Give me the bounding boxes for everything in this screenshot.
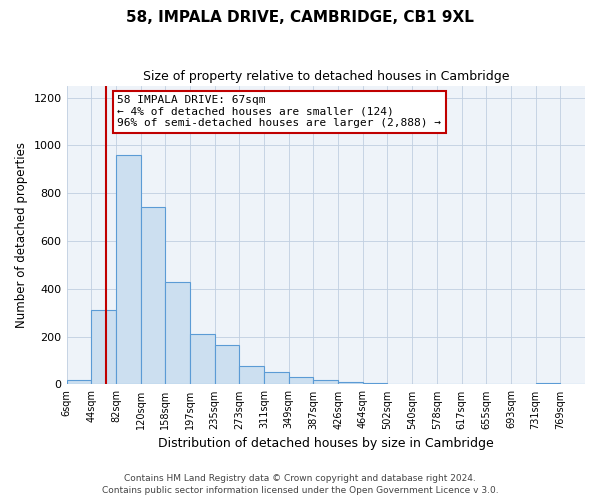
Text: Contains HM Land Registry data © Crown copyright and database right 2024.
Contai: Contains HM Land Registry data © Crown c… [101,474,499,495]
Bar [338,382,363,384]
Bar [165,282,190,385]
Bar [239,366,264,384]
Bar [536,382,560,384]
Y-axis label: Number of detached properties: Number of detached properties [15,142,28,328]
Bar [67,380,91,384]
X-axis label: Distribution of detached houses by size in Cambridge: Distribution of detached houses by size … [158,437,494,450]
Bar [363,382,388,384]
Text: 58, IMPALA DRIVE, CAMBRIDGE, CB1 9XL: 58, IMPALA DRIVE, CAMBRIDGE, CB1 9XL [126,10,474,25]
Bar [190,334,215,384]
Bar [289,377,313,384]
Title: Size of property relative to detached houses in Cambridge: Size of property relative to detached ho… [143,70,509,83]
Bar [264,372,289,384]
Bar [313,380,338,384]
Bar [140,208,165,384]
Bar [116,155,140,384]
Text: 58 IMPALA DRIVE: 67sqm
← 4% of detached houses are smaller (124)
96% of semi-det: 58 IMPALA DRIVE: 67sqm ← 4% of detached … [117,95,441,128]
Bar [215,345,239,385]
Bar [91,310,116,384]
